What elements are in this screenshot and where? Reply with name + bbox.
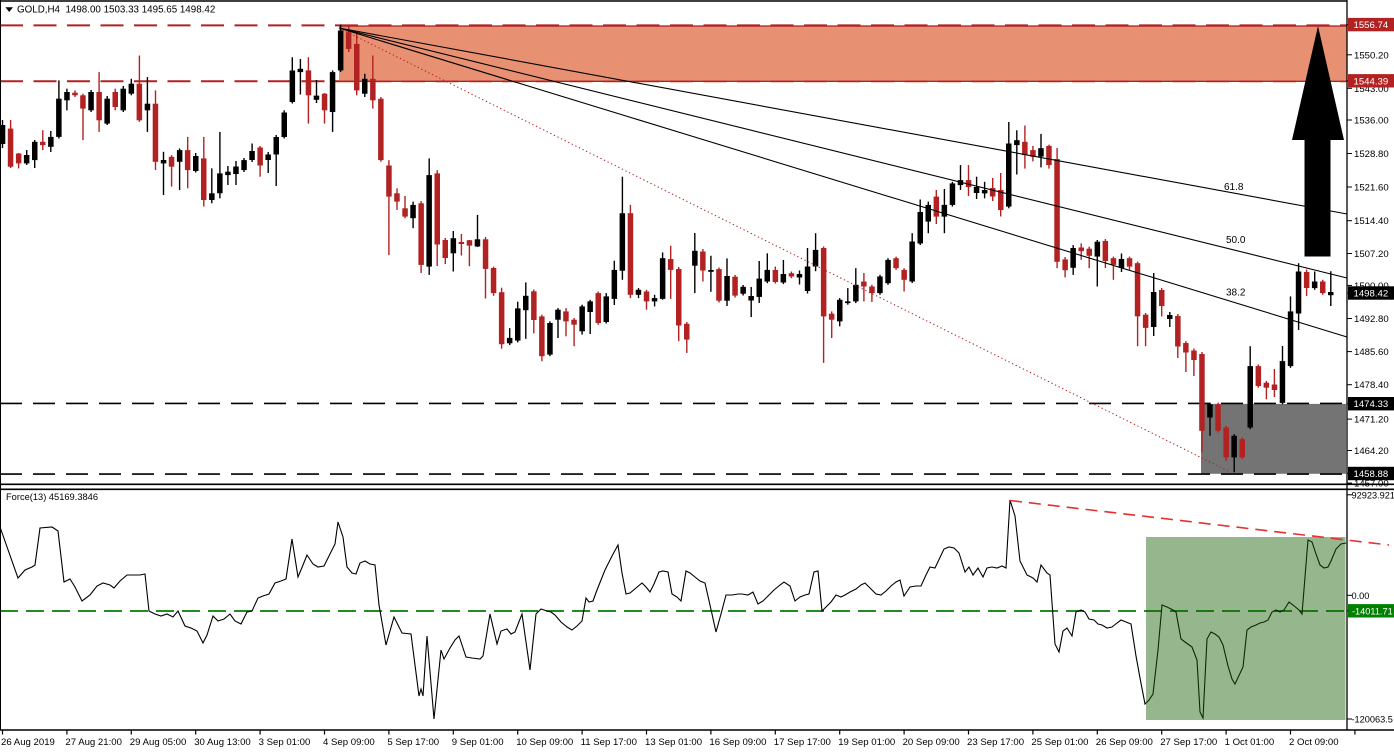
svg-text:38.2: 38.2: [1226, 288, 1246, 299]
svg-text:16 Sep 09:00: 16 Sep 09:00: [709, 737, 766, 748]
svg-text:26 Sep 09:00: 26 Sep 09:00: [1096, 737, 1153, 748]
svg-text:1471.20: 1471.20: [1354, 415, 1389, 426]
svg-text:1492.80: 1492.80: [1354, 314, 1389, 325]
svg-text:0.00: 0.00: [1352, 591, 1370, 601]
svg-text:13 Sep 01:00: 13 Sep 01:00: [645, 737, 702, 748]
svg-text:4 Sep 09:00: 4 Sep 09:00: [323, 737, 375, 748]
svg-text:10 Sep 09:00: 10 Sep 09:00: [516, 737, 573, 748]
svg-text:1536.00: 1536.00: [1354, 116, 1389, 127]
svg-text:1457.00: 1457.00: [1354, 479, 1389, 490]
svg-text:9 Sep 01:00: 9 Sep 01:00: [452, 737, 504, 748]
svg-text:5 Sep 17:00: 5 Sep 17:00: [387, 737, 439, 748]
svg-text:1521.60: 1521.60: [1354, 183, 1389, 194]
svg-text:1485.60: 1485.60: [1354, 347, 1389, 358]
svg-text:27 Sep 17:00: 27 Sep 17:00: [1160, 737, 1217, 748]
svg-text:26 Aug 2019: 26 Aug 2019: [1, 737, 55, 748]
svg-text:3 Sep 01:00: 3 Sep 01:00: [259, 737, 311, 748]
svg-text:1556.74: 1556.74: [1354, 20, 1389, 31]
svg-text:27 Aug 21:00: 27 Aug 21:00: [65, 737, 122, 748]
svg-text:92923.921: 92923.921: [1352, 490, 1394, 500]
svg-text:2 Oct 09:00: 2 Oct 09:00: [1289, 737, 1339, 748]
svg-text:20 Sep 09:00: 20 Sep 09:00: [903, 737, 960, 748]
svg-text:23 Sep 17:00: 23 Sep 17:00: [967, 737, 1024, 748]
svg-text:1478.40: 1478.40: [1354, 380, 1389, 391]
svg-text:1507.20: 1507.20: [1354, 249, 1389, 260]
svg-text:50.0: 50.0: [1226, 235, 1246, 246]
svg-text:1528.80: 1528.80: [1354, 149, 1389, 160]
svg-text:1544.39: 1544.39: [1354, 76, 1389, 87]
svg-text:29 Aug 05:00: 29 Aug 05:00: [130, 737, 187, 748]
svg-text:GOLD,H4 1498.00 1503.33 1495.: GOLD,H4 1498.00 1503.33 1495.65 1498.42: [17, 4, 215, 15]
svg-text:1458.88: 1458.88: [1354, 469, 1389, 480]
svg-text:-120063.5: -120063.5: [1352, 715, 1393, 725]
svg-text:30 Aug 13:00: 30 Aug 13:00: [194, 737, 251, 748]
svg-text:1550.20: 1550.20: [1354, 50, 1389, 61]
svg-text:1474.33: 1474.33: [1354, 399, 1389, 410]
svg-text:25 Sep 01:00: 25 Sep 01:00: [1031, 737, 1088, 748]
svg-text:1498.42: 1498.42: [1354, 289, 1389, 300]
svg-text:-14011.71: -14011.71: [1352, 606, 1393, 616]
svg-text:1514.40: 1514.40: [1354, 216, 1389, 227]
svg-text:17 Sep 17:00: 17 Sep 17:00: [774, 737, 831, 748]
svg-text:61.8: 61.8: [1224, 182, 1244, 193]
svg-text:1543.00: 1543.00: [1354, 84, 1389, 95]
svg-text:11 Sep 17:00: 11 Sep 17:00: [581, 737, 637, 748]
svg-text:19 Sep 01:00: 19 Sep 01:00: [838, 737, 895, 748]
svg-text:1464.20: 1464.20: [1354, 446, 1389, 457]
svg-text:1 Oct 01:00: 1 Oct 01:00: [1225, 737, 1275, 748]
svg-text:Force(13) 45169.3846: Force(13) 45169.3846: [6, 492, 98, 502]
